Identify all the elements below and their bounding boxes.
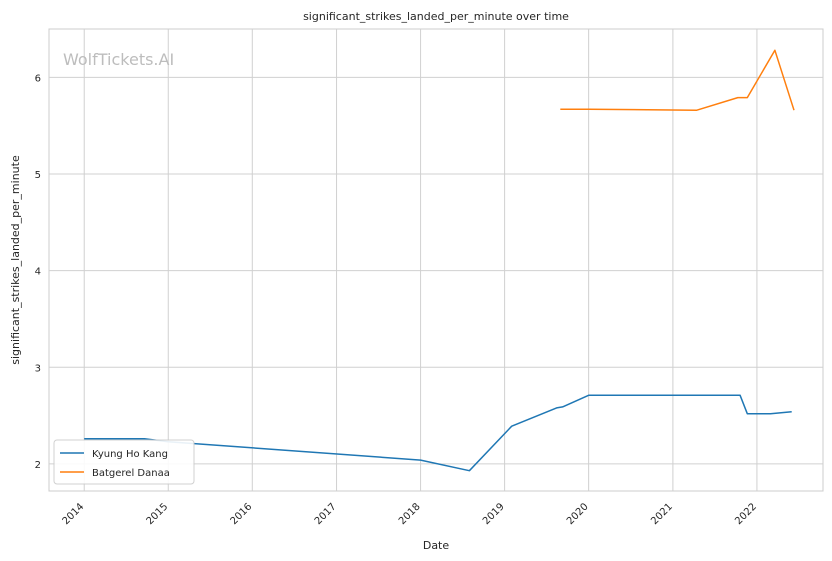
- y-tick-label: 5: [35, 170, 41, 181]
- x-tick-label: 2017: [313, 501, 339, 527]
- x-tick-label: 2018: [397, 501, 423, 527]
- series-line-batgerel-danaa: [560, 49, 795, 111]
- y-tick-label: 4: [35, 267, 41, 278]
- x-tick-label: 2022: [733, 501, 759, 527]
- legend-label-kyung-ho-kang: Kyung Ho Kang: [92, 449, 168, 460]
- x-tick-label: 2014: [61, 501, 87, 527]
- grid-lines: [49, 29, 823, 491]
- x-tick-label: 2021: [649, 501, 675, 527]
- chart-title: significant_strikes_landed_per_minute ov…: [303, 10, 569, 23]
- x-tick-label: 2016: [229, 501, 255, 527]
- x-axis-label: Date: [423, 539, 450, 552]
- y-tick-label: 6: [35, 73, 41, 84]
- legend-box: [53, 439, 195, 485]
- x-tick-label: 2020: [565, 501, 591, 527]
- legend: Kyung Ho Kang Batgerel Danaa: [53, 439, 195, 485]
- legend-label-batgerel-danaa: Batgerel Danaa: [92, 468, 170, 479]
- y-tick-label: 2: [35, 460, 41, 471]
- y-tick-label: 3: [35, 363, 41, 374]
- x-tick-labels: 2014 2015 2016 2017 2018 2019 2020 2021 2022: [61, 501, 759, 527]
- plot-area: [48, 28, 824, 492]
- y-axis-label: significant_strikes_landed_per_minute: [9, 155, 22, 365]
- x-tick-label: 2019: [481, 501, 507, 527]
- watermark: WolfTickets.AI: [63, 50, 174, 69]
- x-tick-label: 2015: [145, 501, 171, 527]
- y-tick-labels: 2 3 4 5 6: [35, 73, 41, 471]
